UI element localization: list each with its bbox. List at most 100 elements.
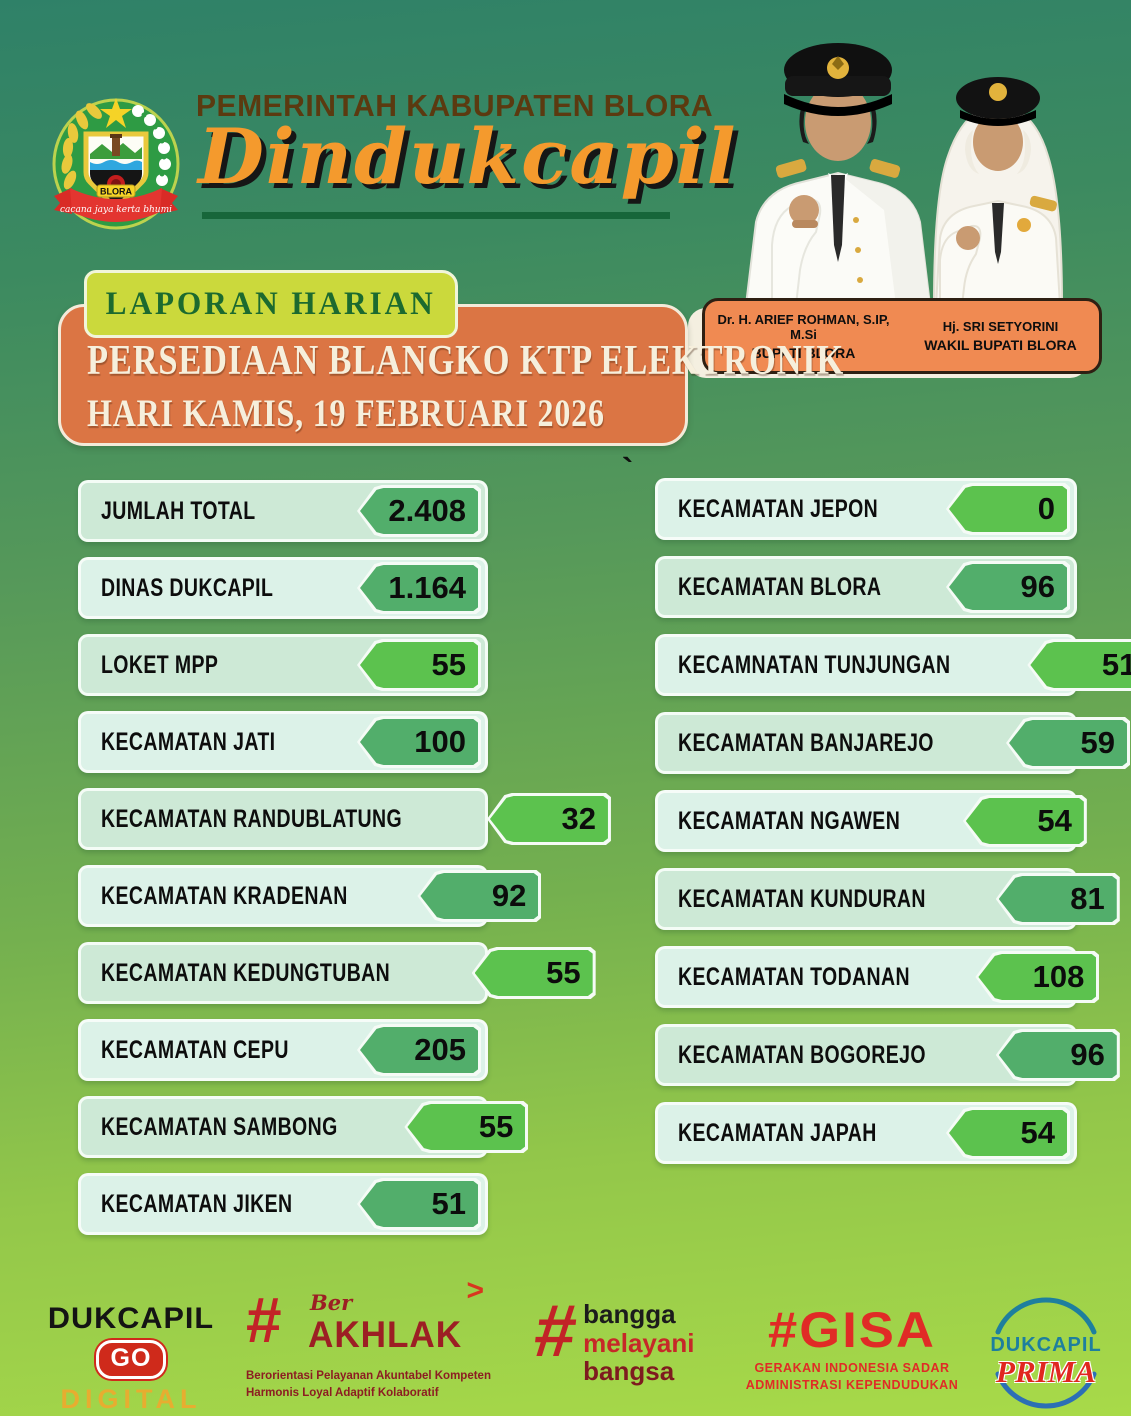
wheat-icon xyxy=(61,103,102,190)
value-tag-fill xyxy=(1009,720,1128,766)
wakil-name-cell: Hj. SRI SETYORINI WAKIL BUPATI BLORA xyxy=(902,319,1099,353)
akhlak-hashtag-icon: # xyxy=(246,1284,282,1356)
ber-akhlak-logo: # Ber AKHLAK > Berorientasi Pelayanan Ak… xyxy=(246,1274,491,1401)
wakil-name: Hj. SRI SETYORINI xyxy=(942,319,1059,334)
value-tag-fill xyxy=(998,1032,1117,1078)
stock-row-value: 92 xyxy=(491,878,527,913)
stock-row-value: 32 xyxy=(561,801,596,836)
akhlak-desc-line1: Berorientasi Pelayanan Akuntabel Kompete… xyxy=(246,1370,491,1382)
stock-row-value: 51 xyxy=(1101,647,1131,682)
svg-text:cacana jaya kerta bhumi: cacana jaya kerta bhumi xyxy=(60,205,172,215)
stock-row-value-tag: 32 xyxy=(486,793,611,845)
dukcapil-go-digital-logo: DUKCAPIL GO DIGITAL xyxy=(36,1302,226,1415)
value-tag-fill xyxy=(965,798,1084,844)
prima-line2: PRIMA xyxy=(996,1354,1096,1389)
value-tag-fill xyxy=(360,1181,478,1227)
stock-row: DINAS DUKCAPIL 1.164 xyxy=(78,557,488,619)
akhlak-prefix: Ber xyxy=(310,1290,353,1315)
stock-row: KECAMATAN KUNDURAN 81 xyxy=(655,868,1120,930)
stock-row-label: KECAMATAN KRADENAN xyxy=(101,881,348,910)
stock-row: KECAMATAN JIKEN 51 xyxy=(78,1173,488,1235)
go-digital-line1: DUKCAPIL xyxy=(47,1302,215,1335)
report-badge-label: LAPORAN HARIAN xyxy=(106,285,436,322)
stray-backtick-mark: ` xyxy=(622,452,634,490)
stock-row-value: 51 xyxy=(431,1186,466,1221)
prima-circle-icon xyxy=(995,1297,1097,1409)
value-tag-fill xyxy=(998,876,1117,922)
bangga-melayani-bangsa-logo: # bangga melayani bangsa xyxy=(531,1289,724,1387)
value-tag-fill xyxy=(949,564,1067,610)
stock-row-value: 81 xyxy=(1070,881,1105,916)
svg-text:BLORA: BLORA xyxy=(100,187,132,197)
gisa-desc-line1: GERAKAN INDONESIA SADAR xyxy=(754,1361,950,1375)
bangga-hashtag-icon: # xyxy=(530,1289,581,1372)
stock-row: KECAMATAN JEPON 0 xyxy=(655,478,1077,540)
government-title: PEMERINTAH KABUPATEN BLORA xyxy=(196,88,714,123)
stock-row-label: JUMLAH TOTAL xyxy=(101,496,256,525)
star-icon xyxy=(100,98,132,128)
stock-row-label: KECAMATAN JEPON xyxy=(678,494,879,523)
stock-row: KECAMATAN KEDUNGTUBAN 55 xyxy=(78,942,596,1004)
stock-row-value-tag: 55 xyxy=(357,639,481,691)
stock-row-label: KECAMATAN TODANAN xyxy=(678,962,910,991)
stock-row-value: 54 xyxy=(1037,803,1072,838)
value-tag-fill xyxy=(978,954,1097,1000)
value-tag-fill xyxy=(360,488,478,534)
stock-row: KECAMATAN BOGOREJO 96 xyxy=(655,1024,1120,1086)
stock-row-value: 54 xyxy=(1020,1115,1055,1150)
report-title-line2: HARI KAMIS, 19 FEBRUARI 2026 xyxy=(87,392,605,435)
bupati-name: Dr. H. ARIEF ROHMAN, S.IP, M.Si xyxy=(717,311,890,342)
agency-name: Dindukcapil xyxy=(198,112,738,201)
stock-row-label: KECAMATAN RANDUBLATUNG xyxy=(101,804,403,833)
stock-row-label: KECAMATAN JAPAH xyxy=(678,1118,877,1147)
stock-row-value-tag: 205 xyxy=(357,1024,481,1076)
stock-row: KECAMATAN RANDUBLATUNG 32 xyxy=(78,788,611,850)
go-digital-line2: DIGITAL xyxy=(60,1384,202,1414)
stock-row-value-tag: 0 xyxy=(946,483,1070,535)
officials-photo xyxy=(744,43,1064,305)
prima-line1: DUKCAPIL xyxy=(990,1334,1102,1356)
blora-crest-logo: cacana jaya kerta bhumi BLORA xyxy=(52,98,180,230)
cotton-icon xyxy=(132,105,171,186)
bangga-line3: bangsa xyxy=(583,1356,675,1387)
stock-row-value: 55 xyxy=(478,1109,514,1144)
bangga-line2: melayani xyxy=(583,1327,695,1358)
stock-row-label: KECAMATAN BLORA xyxy=(678,572,882,601)
wakil-title: WAKIL BUPATI BLORA xyxy=(924,337,1077,353)
stock-row-value-tag: 54 xyxy=(962,795,1087,847)
stock-row-value-tag: 92 xyxy=(417,870,542,922)
value-tag-fill xyxy=(949,1110,1067,1156)
bupati-name-cell: Dr. H. ARIEF ROHMAN, S.IP, M.Si BUPATI B… xyxy=(705,312,902,361)
stock-row-value-tag: 55 xyxy=(471,947,596,999)
stock-row: KECAMATAN TODANAN 108 xyxy=(655,946,1100,1008)
value-tag-fill xyxy=(407,1104,526,1150)
wakil-bupati-figure xyxy=(932,77,1064,305)
stock-row: LOKET MPP 55 xyxy=(78,634,488,696)
stock-row-value-tag: 59 xyxy=(1006,717,1131,769)
ribbon-icon: cacana jaya kerta bhumi xyxy=(54,188,178,222)
value-tag-fill xyxy=(949,486,1067,532)
value-tag-fill xyxy=(474,950,593,996)
gisa-logo: #GISA GERAKAN INDONESIA SADAR ADMINISTRA… xyxy=(742,1305,962,1394)
stock-row-value: 55 xyxy=(546,955,581,990)
stock-row: KECAMATAN KRADENAN 92 xyxy=(78,865,542,927)
stock-row: KECAMATAN NGAWEN 54 xyxy=(655,790,1087,852)
gisa-desc-line2: ADMINISTRASI KEPENDUDUKAN xyxy=(745,1377,959,1392)
stock-row: KECAMATAN BLORA 96 xyxy=(655,556,1077,618)
value-tag-fill xyxy=(489,796,608,842)
stock-row-value: 108 xyxy=(1032,959,1085,994)
stock-row-value-tag: 55 xyxy=(404,1101,529,1153)
value-tag-fill xyxy=(420,873,539,919)
stock-row-value-tag: 51 xyxy=(1027,639,1131,691)
stock-row-value-tag: 2.408 xyxy=(357,485,481,537)
stock-row-value-tag: 54 xyxy=(946,1107,1070,1159)
stock-row-value-tag: 108 xyxy=(975,951,1100,1003)
gisa-name: #GISA xyxy=(767,1302,937,1358)
stock-list-left: JUMLAH TOTAL 2.408 DINAS DUKCAPIL 1.164 … xyxy=(78,480,611,1235)
stock-row-label: KECAMATAN BOGOREJO xyxy=(678,1040,926,1069)
stock-row: KECAMNATAN TUNJUNGAN 51 xyxy=(655,634,1131,696)
officials-names-box: Dr. H. ARIEF ROHMAN, S.IP, M.Si BUPATI B… xyxy=(702,298,1102,374)
stock-row: JUMLAH TOTAL 2.408 xyxy=(78,480,488,542)
go-badge: GO xyxy=(95,1340,167,1379)
